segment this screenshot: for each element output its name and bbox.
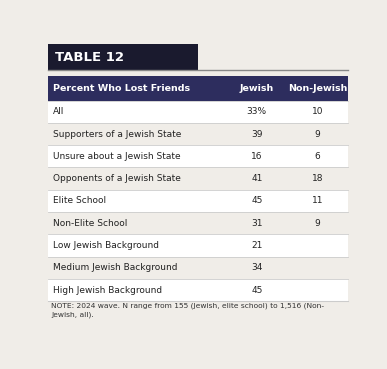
Text: 6: 6 (315, 152, 320, 161)
Text: 45: 45 (251, 196, 262, 206)
Text: Low Jewish Background: Low Jewish Background (53, 241, 159, 250)
Text: 33%: 33% (247, 107, 267, 116)
FancyBboxPatch shape (48, 100, 348, 123)
Text: All: All (53, 107, 64, 116)
Text: TABLE 12: TABLE 12 (55, 51, 124, 64)
Text: NOTE: 2024 wave. N range from 155 (Jewish, elite school) to 1,516 (Non-
Jewish, : NOTE: 2024 wave. N range from 155 (Jewis… (51, 303, 324, 318)
FancyBboxPatch shape (48, 76, 348, 100)
Text: 39: 39 (251, 130, 262, 138)
Text: Supporters of a Jewish State: Supporters of a Jewish State (53, 130, 181, 138)
FancyBboxPatch shape (48, 123, 348, 145)
FancyBboxPatch shape (48, 44, 199, 70)
FancyBboxPatch shape (48, 257, 348, 279)
Text: 10: 10 (312, 107, 323, 116)
Text: 41: 41 (251, 174, 262, 183)
FancyBboxPatch shape (48, 168, 348, 190)
Text: High Jewish Background: High Jewish Background (53, 286, 162, 295)
Text: 21: 21 (251, 241, 262, 250)
Text: 31: 31 (251, 219, 262, 228)
Text: Unsure about a Jewish State: Unsure about a Jewish State (53, 152, 180, 161)
FancyBboxPatch shape (48, 212, 348, 234)
Text: 9: 9 (315, 130, 320, 138)
FancyBboxPatch shape (48, 145, 348, 168)
Text: Percent Who Lost Friends: Percent Who Lost Friends (53, 83, 190, 93)
Text: 45: 45 (251, 286, 262, 295)
FancyBboxPatch shape (48, 279, 348, 301)
Text: 18: 18 (312, 174, 323, 183)
FancyBboxPatch shape (48, 234, 348, 257)
Text: Non-Elite School: Non-Elite School (53, 219, 127, 228)
Text: 34: 34 (251, 263, 262, 272)
Text: 9: 9 (315, 219, 320, 228)
FancyBboxPatch shape (48, 190, 348, 212)
Text: 16: 16 (251, 152, 262, 161)
Text: Jewish: Jewish (240, 83, 274, 93)
Text: Non-Jewish: Non-Jewish (288, 83, 347, 93)
Text: Opponents of a Jewish State: Opponents of a Jewish State (53, 174, 181, 183)
Text: Elite School: Elite School (53, 196, 106, 206)
Text: Medium Jewish Background: Medium Jewish Background (53, 263, 177, 272)
Text: 11: 11 (312, 196, 323, 206)
